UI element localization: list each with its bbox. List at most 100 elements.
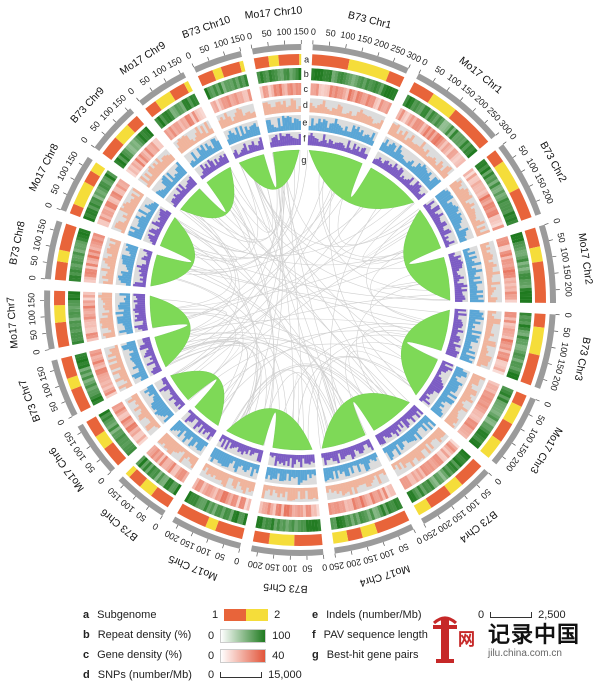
indel-bar bbox=[454, 368, 468, 376]
indel-bar bbox=[229, 456, 235, 464]
repeat-bin bbox=[92, 397, 105, 406]
indel-bar bbox=[463, 251, 476, 257]
snp-bar bbox=[190, 457, 199, 469]
gene-bin bbox=[92, 358, 105, 366]
pav-bar bbox=[402, 414, 408, 420]
repeat-bin bbox=[98, 408, 111, 418]
pav-bar bbox=[298, 134, 301, 146]
gene-bin bbox=[378, 488, 387, 501]
pav-bar bbox=[435, 372, 440, 377]
pav-bar bbox=[452, 271, 458, 274]
snp-bar bbox=[347, 110, 353, 119]
repeat-bin bbox=[203, 87, 212, 100]
snp-bar bbox=[116, 358, 123, 363]
pav-bar bbox=[454, 288, 468, 292]
indel-bar bbox=[135, 361, 143, 367]
pav-bar bbox=[154, 234, 159, 238]
pav-bar bbox=[178, 183, 189, 194]
pav-bar bbox=[398, 175, 405, 182]
snp-bar bbox=[328, 110, 332, 115]
tick-mo17-chr8 bbox=[56, 207, 61, 211]
gene-bin bbox=[467, 174, 479, 184]
snp-bar bbox=[108, 326, 115, 331]
snp-bar bbox=[156, 424, 161, 429]
ideogram-b73-chr5 bbox=[250, 545, 324, 557]
indel-bar bbox=[243, 461, 250, 473]
gene-bin bbox=[494, 363, 507, 371]
subgenome-block bbox=[54, 261, 68, 281]
gene-bin bbox=[112, 188, 125, 197]
snp-bar bbox=[471, 219, 481, 226]
tick-b73-chr6 bbox=[120, 485, 124, 489]
ideogram-mo17-chr7 bbox=[43, 290, 55, 350]
pav-bar bbox=[344, 447, 349, 456]
repeat-bin bbox=[513, 349, 527, 355]
repeat-bin bbox=[491, 406, 504, 415]
subgenome-block bbox=[145, 101, 162, 118]
repeat-bin bbox=[106, 421, 118, 431]
repeat-bin bbox=[458, 450, 469, 462]
repeat-bin bbox=[479, 425, 491, 435]
indel-bar bbox=[269, 467, 274, 480]
repeat-bin bbox=[85, 209, 98, 218]
snp-bar bbox=[267, 103, 272, 115]
pav-bar bbox=[271, 137, 275, 148]
repeat-bin bbox=[499, 390, 512, 399]
snp-bar bbox=[179, 137, 190, 150]
repeat-bin bbox=[75, 355, 88, 362]
snp-bar bbox=[194, 132, 202, 142]
gene-bin bbox=[145, 145, 157, 156]
pav-bar bbox=[372, 158, 377, 164]
indel-bar bbox=[367, 455, 372, 460]
repeat-bin bbox=[428, 477, 438, 489]
tick-mo17-chr2 bbox=[552, 255, 557, 258]
snp-bar bbox=[480, 349, 489, 354]
indel-bar bbox=[295, 469, 299, 478]
gene-bin bbox=[374, 97, 382, 111]
snp-bar bbox=[450, 411, 459, 418]
gene-bin bbox=[217, 98, 225, 111]
pav-bar bbox=[206, 428, 215, 440]
repeat-bin bbox=[515, 343, 528, 349]
pav-bar bbox=[279, 133, 283, 147]
gene-bin bbox=[439, 448, 451, 459]
tick-label-mo17-chr8: 100 bbox=[55, 165, 71, 183]
snp-bar bbox=[119, 207, 134, 216]
indel-bar bbox=[368, 132, 376, 146]
snp-bar bbox=[454, 405, 462, 412]
tick-mo17-chr9 bbox=[136, 97, 140, 102]
indel-bar bbox=[190, 151, 201, 164]
repeat-bin bbox=[349, 513, 356, 527]
indel-bar bbox=[465, 259, 473, 263]
gene-bin bbox=[471, 410, 483, 420]
tick-label-mo17-chr8: 150 bbox=[63, 150, 79, 168]
snp-bar bbox=[483, 256, 493, 262]
pav-bar bbox=[197, 420, 204, 428]
snp-bar bbox=[391, 124, 401, 138]
pav-bar bbox=[411, 406, 418, 413]
indel-bar bbox=[281, 469, 285, 482]
gene-pair-link-minor bbox=[320, 372, 343, 445]
legend-d-scale: 0 15,000 bbox=[208, 669, 302, 681]
gene-bin bbox=[132, 159, 144, 170]
snp-bar bbox=[430, 434, 436, 440]
indel-bar bbox=[308, 469, 312, 479]
gene-bin bbox=[404, 113, 414, 126]
pav-bar bbox=[323, 452, 328, 466]
pav-bar bbox=[296, 138, 299, 146]
tick-b73-chr2 bbox=[536, 199, 541, 202]
indel-bar bbox=[129, 350, 139, 356]
pav-bar bbox=[186, 180, 195, 189]
gene-pair-link-minor bbox=[156, 332, 345, 444]
snp-bar bbox=[403, 455, 410, 464]
repeat-bin bbox=[511, 237, 525, 244]
pav-bar bbox=[332, 451, 338, 462]
repeat-bin bbox=[319, 68, 324, 82]
pav-bar bbox=[159, 220, 166, 226]
pav-bar bbox=[155, 363, 160, 367]
indel-bar bbox=[465, 337, 479, 344]
gene-bin bbox=[167, 462, 177, 474]
repeat-bin bbox=[123, 147, 135, 158]
tick-label-mo17-chr5: 150 bbox=[179, 536, 197, 551]
repeat-bin bbox=[144, 463, 155, 474]
